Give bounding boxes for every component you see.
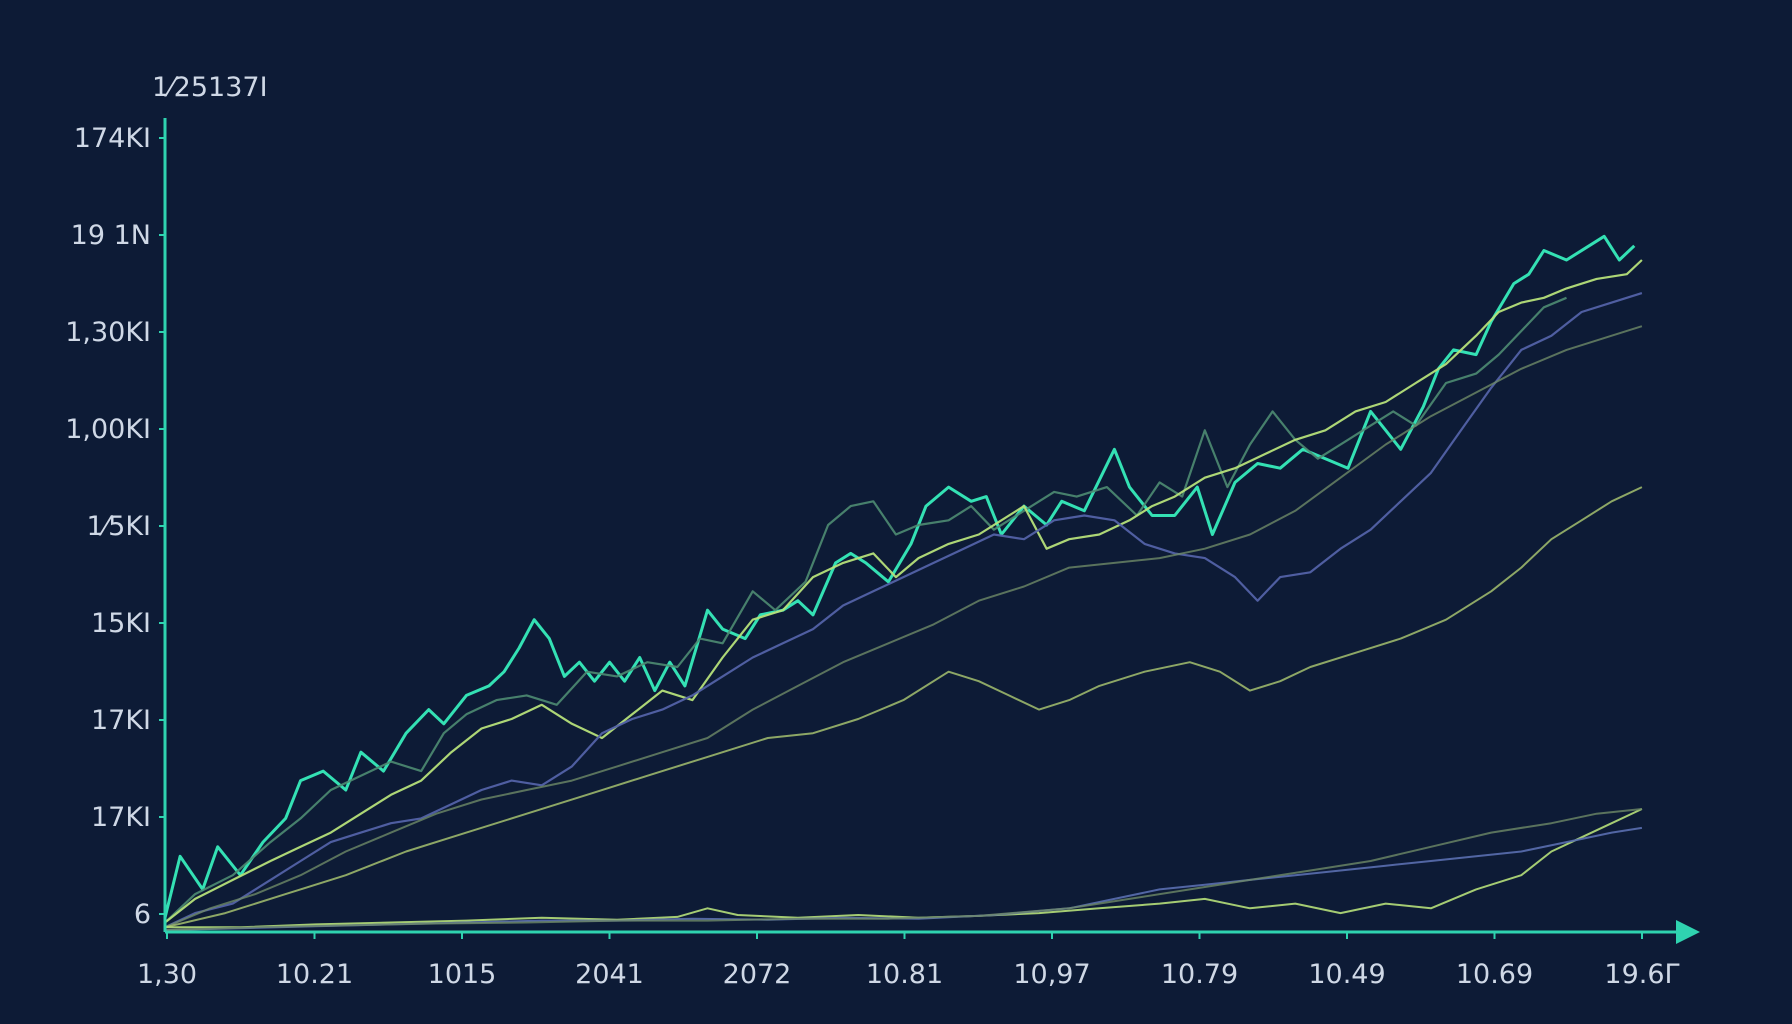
series-line-7 — [165, 809, 1642, 927]
x-tick-label: 10.21 — [276, 959, 353, 990]
y-tick-label: 1,30KI — [65, 317, 151, 348]
y-tick-label: 6 — [134, 899, 151, 930]
x-tick-label: 10.79 — [1161, 959, 1238, 990]
series-line-5 — [165, 326, 1642, 927]
series-line-4 — [165, 293, 1642, 927]
series-line-8 — [165, 828, 1642, 930]
y-tick-label: 19 1N — [71, 220, 151, 251]
x-tick-label: 10.49 — [1308, 959, 1385, 990]
y-tick-group: 6 17KI 17KI 15KI 1⁄5KI 1,00KI 1,30KI 19 1N 174KI — [65, 123, 165, 930]
series-line-1 — [165, 236, 1634, 918]
x-tick-label: 2041 — [575, 959, 644, 990]
x-tick-label: 1,30 — [137, 959, 197, 990]
series-line-9 — [165, 809, 1642, 930]
x-tick-label: 19.6Γ — [1604, 959, 1679, 990]
x-axis-arrow-icon — [1676, 920, 1700, 944]
x-tick-label: 10.81 — [866, 959, 943, 990]
y-tick-label: 1,00KI — [65, 414, 151, 445]
y-tick-label: 17KI — [91, 802, 151, 833]
y-tick-label: 1⁄5KI — [86, 511, 151, 542]
x-tick-label: 2072 — [723, 959, 792, 990]
x-tick-group: 1,30 10.21 1015 2041 2072 10.81 10,97 10.79 10.4… — [137, 932, 1680, 990]
y-tick-label: 174KI — [74, 123, 151, 154]
x-tick-label: 10,97 — [1013, 959, 1090, 990]
series-line-3 — [165, 260, 1642, 923]
x-tick-label: 1015 — [428, 959, 497, 990]
x-tick-label: 10.69 — [1456, 959, 1533, 990]
chart-title: 1⁄25137I — [152, 72, 268, 103]
y-tick-label: 15KI — [91, 608, 151, 639]
series-group — [165, 236, 1642, 930]
y-tick-label: 17KI — [91, 705, 151, 736]
